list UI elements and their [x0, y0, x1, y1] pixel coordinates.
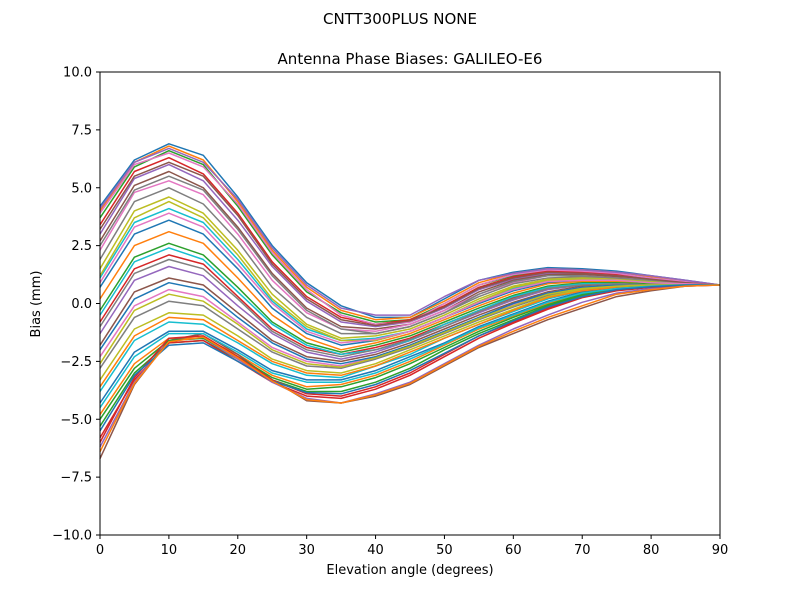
y-tick-label: −5.0	[60, 413, 92, 428]
series-line-36	[99, 161, 721, 327]
series-line-42	[99, 284, 721, 453]
x-axis-ticks: 0 10 20 30 40 50 60 70 80 90	[96, 535, 728, 558]
x-axis-label: Elevation angle (degrees)	[326, 563, 493, 578]
series-line-9	[99, 196, 721, 339]
series-line-39	[99, 284, 720, 368]
x-tick-label: 70	[574, 543, 591, 558]
y-axis-ticks: −10.0 −7.5 −5.0 −2.5 0.0 2.5 5.0 7.5 10.0	[52, 66, 100, 544]
x-tick-label: 90	[712, 543, 729, 558]
series-line-5	[99, 163, 721, 328]
x-tick-label: 50	[436, 543, 453, 558]
series-line-38	[99, 258, 720, 358]
x-tick-label: 40	[367, 543, 384, 558]
y-tick-label: −10.0	[52, 529, 92, 544]
y-axis-label: Bias (mm)	[29, 271, 44, 338]
x-tick-label: 0	[96, 543, 104, 558]
series-line-6	[99, 170, 721, 330]
y-tick-label: 2.5	[71, 239, 92, 254]
y-tick-label: 5.0	[71, 181, 92, 196]
series-line-25	[99, 284, 721, 448]
series-line-35	[99, 147, 721, 316]
series-line-31	[99, 281, 720, 365]
x-tick-label: 10	[161, 543, 178, 558]
y-tick-label: 0.0	[71, 297, 92, 312]
series-line-12	[99, 230, 720, 351]
x-tick-label: 60	[505, 543, 522, 558]
series-line-26	[99, 284, 721, 459]
x-tick-label: 80	[643, 543, 660, 558]
series-layer	[99, 143, 721, 459]
plot-frame	[99, 71, 721, 536]
y-tick-label: 10.0	[63, 66, 92, 81]
y-tick-label: −2.5	[60, 355, 92, 370]
y-tick-label: −7.5	[60, 471, 92, 486]
figure-suptitle: CNTT300PLUS NONE	[323, 10, 477, 28]
series-line-28	[99, 175, 721, 335]
series-line-4	[99, 156, 721, 326]
series-line-27	[99, 152, 721, 326]
series-line-37	[99, 212, 721, 344]
y-tick-label: 7.5	[71, 123, 92, 138]
series-line-13	[99, 242, 720, 353]
series-line-24	[99, 284, 720, 439]
series-line-32	[99, 284, 720, 388]
chart-title: Antenna Phase Biases: GALILEO-E6	[278, 50, 543, 68]
series-line-41	[99, 284, 720, 432]
series-line-40	[99, 284, 720, 409]
series-line-23	[99, 284, 720, 427]
x-tick-label: 20	[230, 543, 247, 558]
x-tick-label: 30	[298, 543, 315, 558]
